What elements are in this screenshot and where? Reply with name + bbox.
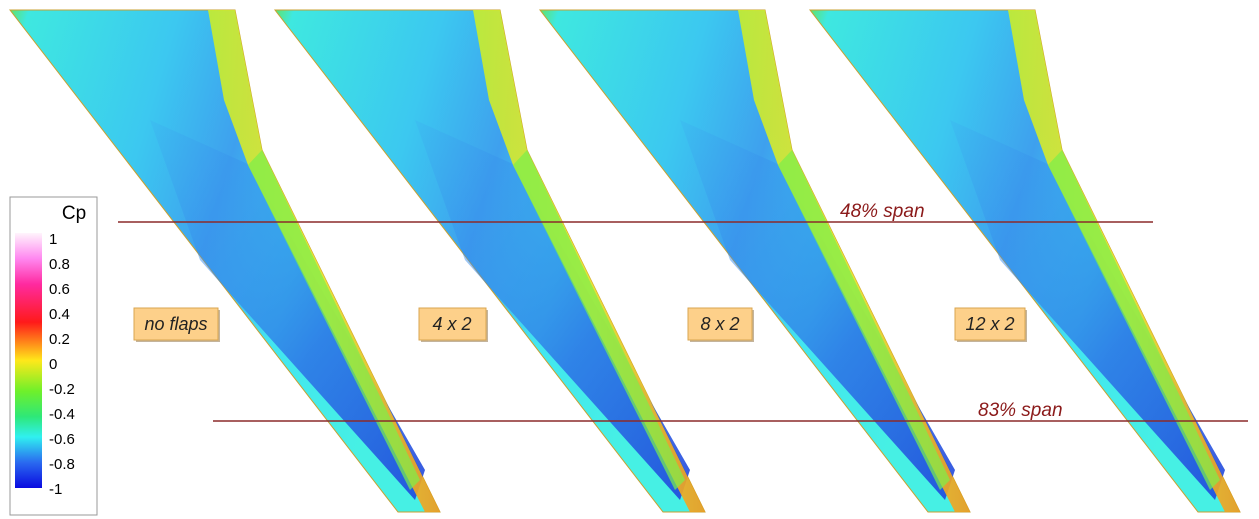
colorbar-tick-label: 0.4: [49, 306, 70, 323]
colorbar-tick-label: 0.6: [49, 281, 70, 298]
colorbar-gradient: [15, 233, 42, 488]
colorbar-tick-label: 0: [49, 356, 57, 373]
case-label: no flaps: [134, 308, 220, 342]
case-label: 12 x 2: [955, 308, 1027, 342]
case-text: 8 x 2: [700, 314, 739, 334]
colorbar-tick-label: -0.2: [49, 381, 75, 398]
colorbar-tick-label: -0.4: [49, 406, 75, 423]
case-text: 12 x 2: [965, 314, 1014, 334]
span-label: 48% span: [840, 201, 925, 222]
colorbar-tick-label: 0.2: [49, 331, 70, 348]
colorbar-tick-label: -0.8: [49, 456, 75, 473]
colorbar-tick-label: -0.6: [49, 431, 75, 448]
case-label: 8 x 2: [688, 308, 754, 342]
case-label: 4 x 2: [419, 308, 488, 342]
colorbar: Cp 1 0.8 0.6 0.4 0.2 0 -0.2 -0.4 -0.6 -0.8 -1: [10, 197, 97, 515]
case-text: no flaps: [144, 314, 207, 334]
colorbar-tick-label: 0.8: [49, 256, 70, 273]
span-label: 83% span: [978, 400, 1063, 421]
colorbar-tick-label: -1: [49, 481, 62, 498]
figure: 48% span 83% span no flaps 4 x 2 8 x 2 1…: [0, 0, 1259, 519]
colorbar-tick-label: 1: [49, 231, 57, 248]
colorbar-title: Cp: [62, 203, 86, 224]
case-text: 4 x 2: [432, 314, 471, 334]
